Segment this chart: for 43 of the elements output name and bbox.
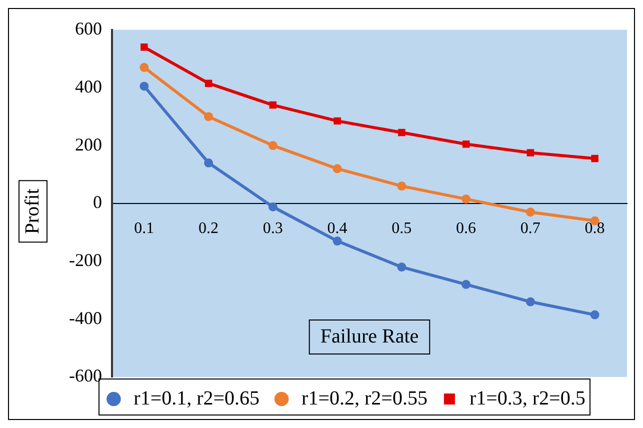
point [590, 310, 600, 320]
x-tick-label: 0.7 [520, 220, 540, 238]
point [332, 236, 342, 246]
point [462, 280, 471, 289]
y-tick-label: -200 [68, 250, 102, 270]
point [526, 208, 535, 217]
point [332, 164, 342, 174]
x-tick-label: 0.2 [198, 220, 219, 238]
x-tick-label: 0.4 [327, 220, 348, 238]
y-tick-label: -600 [68, 366, 102, 386]
point [140, 62, 149, 72]
y-tick-label: -400 [68, 308, 102, 328]
x-axis-title: Failure Rate [320, 325, 419, 348]
point [591, 154, 598, 162]
point [204, 112, 214, 122]
point [204, 80, 212, 87]
point [462, 194, 471, 204]
x-tick-label: 0.3 [262, 220, 283, 238]
x-tick-label: 0.8 [584, 220, 605, 238]
legend-label: r1=0.1, r2=0.65 [134, 387, 260, 410]
y-tick-label: 0 [92, 192, 102, 212]
point [204, 158, 214, 168]
x-tick-label: 0.6 [456, 220, 476, 238]
point [526, 297, 535, 306]
y-axis-title: Profit [21, 188, 44, 234]
point [397, 262, 406, 272]
point [140, 82, 149, 91]
x-tick-label: 0.1 [134, 220, 154, 238]
legend-label: r1=0.2, r2=0.55 [302, 387, 428, 410]
y-tick-label: 600 [74, 18, 102, 39]
point [268, 202, 278, 212]
point [397, 182, 406, 191]
point [334, 117, 341, 125]
y-tick-label: 200 [74, 134, 102, 154]
point [462, 140, 470, 148]
point [268, 141, 278, 150]
point [269, 101, 277, 109]
point [140, 44, 148, 51]
point [526, 149, 534, 156]
x-tick-label: 0.5 [392, 220, 412, 238]
point [398, 128, 406, 136]
legend-label: r1=0.3, r2=0.5 [469, 387, 586, 410]
y-tick-label: 400 [74, 76, 102, 96]
